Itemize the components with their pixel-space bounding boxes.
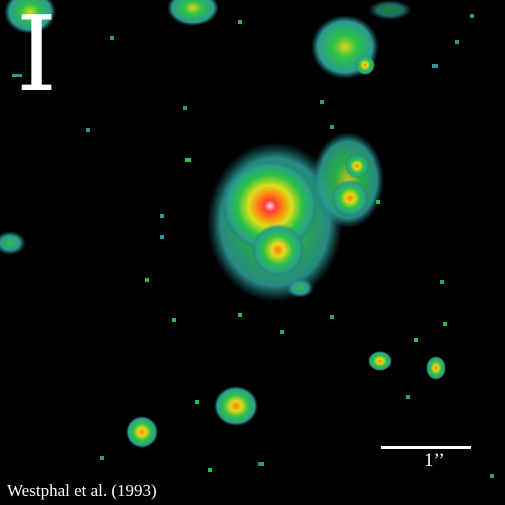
central-galaxy-cluster (207, 132, 384, 302)
image-credit: Westphal et al. (1993) (7, 481, 157, 500)
noise-pixels (12, 14, 494, 478)
scale-bar (381, 446, 471, 449)
filter-band-label: I (16, 0, 58, 115)
field-sources (0, 0, 446, 448)
scale-bar-label: 1’’ (424, 450, 445, 471)
